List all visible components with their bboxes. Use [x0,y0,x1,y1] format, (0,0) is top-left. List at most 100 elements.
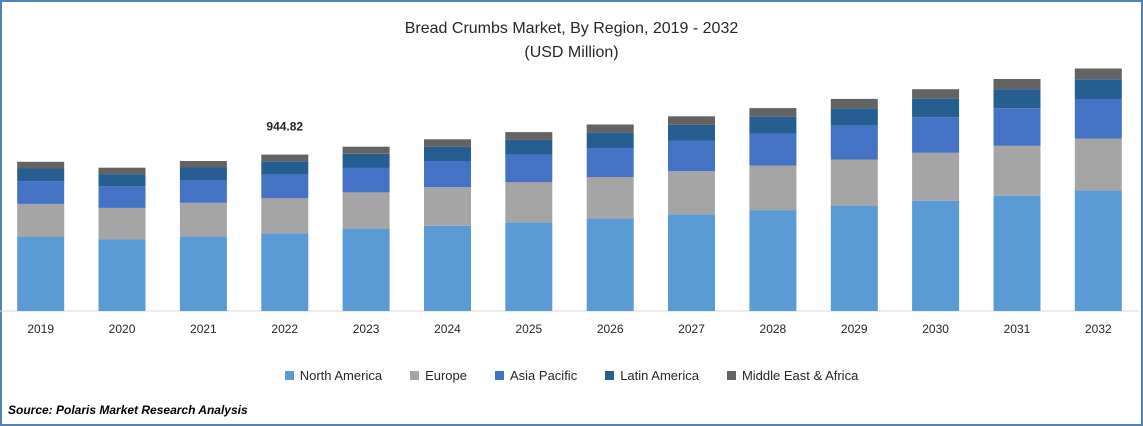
bar-2030-europe [912,152,960,201]
bar-2024-latin-america [424,146,471,161]
bar-2020-europe [98,207,146,240]
bar-2020-asia-pacific [98,186,146,208]
bar-2024-north-america [424,225,471,311]
legend-swatch [495,371,504,380]
x-tick-label: 2022 [271,322,298,336]
legend-label: Asia Pacific [510,368,578,383]
x-tick-label: 2024 [434,322,461,336]
bar-2031-europe [993,145,1041,196]
bar-2032-asia-pacific [1074,98,1122,139]
bar-2026-middle-east-africa [586,124,634,133]
chart-subtitle: (USD Million) [524,44,619,61]
legend-label: Middle East & Africa [741,368,859,383]
bar-2025-north-america [505,222,553,311]
bar-2019-middle-east-africa [17,161,65,169]
bar-2025-latin-america [505,139,553,155]
x-tick-label: 2032 [1085,322,1112,336]
bar-2029-north-america [830,205,878,311]
bar-2024-asia-pacific [424,161,471,188]
bar-2024-europe [424,187,471,226]
bar-2031-asia-pacific [993,108,1041,146]
legend-label: Europe [425,368,467,383]
legend-item: Europe [410,368,467,383]
bar-2026-latin-america [586,132,634,149]
bar-2027-asia-pacific [668,140,715,172]
bar-2028-latin-america [749,116,797,134]
bar-2028-europe [749,165,797,211]
x-tick-label: 2021 [190,322,217,336]
legend-label: Latin America [620,368,699,383]
legend-swatch [726,371,736,380]
bar-2019-asia-pacific [17,181,65,204]
bar-2023-latin-america [342,153,390,168]
bar-2031-north-america [993,195,1041,311]
bar-2021-middle-east-africa [179,161,227,168]
x-tick-label: 2029 [841,322,868,336]
bar-2030-asia-pacific [912,117,960,153]
bar-2025-middle-east-africa [505,132,553,140]
bar-2022-asia-pacific [261,174,309,199]
bar-2030-middle-east-africa [912,89,960,99]
x-tick-label: 2025 [515,322,542,336]
bar-2027-latin-america [668,124,715,141]
bar-2021-europe [179,202,227,237]
bar-2020-north-america [98,239,146,311]
data-label: 944.82 [266,120,303,134]
bar-2032-middle-east-africa [1074,68,1122,80]
bar-2032-north-america [1074,190,1122,311]
x-tick-label: 2031 [1004,322,1031,336]
x-tick-label: 2019 [27,322,54,336]
legend-swatch [410,371,420,380]
bar-2025-asia-pacific [505,154,553,183]
bar-2025-europe [505,182,553,223]
bar-2030-north-america [912,200,960,311]
bar-2031-middle-east-africa [993,79,1041,90]
x-tick-label: 2020 [109,322,136,336]
legend-label: North America [299,368,383,383]
x-tick-label: 2027 [678,322,705,336]
legend-item: Middle East & Africa [726,368,859,383]
bar-2023-middle-east-africa [342,146,390,154]
bar-2026-asia-pacific [586,148,634,177]
bar-2022-latin-america [261,161,309,175]
bar-2028-north-america [749,210,797,311]
bar-2029-europe [830,159,878,206]
x-tick-label: 2023 [353,322,380,336]
bar-2030-latin-america [912,98,960,118]
bar-2020-middle-east-africa [98,167,146,175]
bar-2032-latin-america [1074,79,1122,99]
bar-2022-north-america [261,233,309,311]
legend-item: North America [284,368,383,383]
bar-2023-asia-pacific [342,167,390,193]
bar-2019-europe [17,203,65,237]
chart-title: Bread Crumbs Market, By Region, 2019 - 2… [404,20,739,37]
bar-2027-north-america [668,214,715,311]
bar-2022-middle-east-africa [261,154,309,162]
bar-2020-latin-america [98,174,146,187]
bar-2022-europe [261,198,309,234]
x-tick-label: 2030 [922,322,949,336]
bar-2029-asia-pacific [830,125,878,160]
source-note: Source: Polaris Market Research Analysis [8,403,248,417]
bar-2028-asia-pacific [749,133,797,166]
bar-2029-latin-america [830,108,878,126]
bar-2029-middle-east-africa [830,98,878,109]
x-tick-label: 2028 [760,322,787,336]
legend-swatch [605,371,615,380]
bar-2023-europe [342,192,390,229]
legend-swatch [284,371,294,380]
bar-2023-north-america [342,229,390,311]
bar-2027-europe [668,171,715,215]
bar-2019-north-america [17,236,65,311]
bar-2032-europe [1074,138,1122,191]
bar-2031-latin-america [993,89,1041,109]
bar-2021-north-america [179,236,227,311]
bar-2021-latin-america [179,167,227,180]
bar-2019-latin-america [17,168,65,182]
bar-2026-north-america [586,218,634,311]
x-tick-label: 2026 [597,322,624,336]
bar-2028-middle-east-africa [749,108,797,117]
chart-legend: North America Europe Asia Pacific Latin Ame… [0,368,1143,383]
bar-2026-europe [586,177,634,219]
legend-item: Asia Pacific [495,368,577,383]
